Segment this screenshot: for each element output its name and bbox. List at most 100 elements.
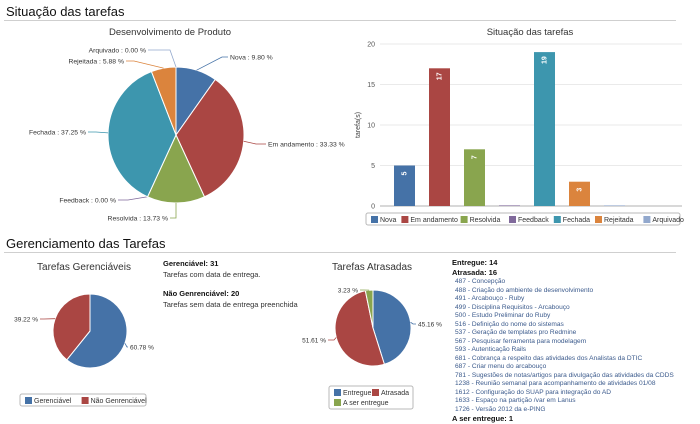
- pie-connector: [244, 141, 266, 144]
- bar-value-label: 19: [541, 56, 548, 64]
- late-task-link[interactable]: 1612 - Configuração do SUAP para integra…: [452, 389, 692, 398]
- y-tick-label: 5: [371, 163, 375, 170]
- legend-swatch: [25, 397, 32, 404]
- pie-connector: [126, 61, 164, 68]
- y-tick-label: 10: [367, 123, 375, 130]
- legend-swatch: [82, 397, 89, 404]
- legend-swatch: [334, 389, 341, 396]
- legend-swatch: [554, 216, 561, 223]
- gerenciavel-count: Gerenciável: 31: [163, 258, 298, 269]
- late-task-link[interactable]: 781 - Sugestões de notas/artigos para di…: [452, 372, 692, 381]
- section-title-gerenciamento: Gerenciamento das Tarefas: [6, 236, 165, 251]
- pie-connector: [88, 132, 108, 133]
- section-divider: [4, 20, 676, 21]
- bar-value-label: 5: [401, 171, 408, 175]
- pie-legend: Entregue Atrasada A ser entregue: [329, 386, 413, 409]
- legend-swatch: [372, 389, 379, 396]
- legend-swatch: [461, 216, 468, 223]
- y-axis-label: tarefa(s): [355, 112, 362, 138]
- late-task-link[interactable]: 516 - Definição do nome do sistemas: [452, 321, 692, 330]
- legend-item-a-ser-entregue[interactable]: A ser entregue: [343, 400, 389, 407]
- legend-item-nova[interactable]: Nova: [380, 217, 396, 224]
- legend-item-atrasada[interactable]: Atrasada: [381, 390, 409, 397]
- nao-gerenciavel-count: Não Genrenciável: 20: [163, 288, 298, 299]
- legend-swatch: [595, 216, 602, 223]
- bar-chart-legend: Nova Em andamento Resolvida Feedback Fechada…: [366, 213, 684, 225]
- legend-item-feedback[interactable]: Feedback: [518, 217, 549, 224]
- late-task-link[interactable]: 593 - Autenticação Rails: [452, 346, 692, 355]
- late-tasks-panel: Entregue: 14 Atrasada: 16 487 - Concepçã…: [452, 258, 692, 424]
- pie-legend: Gerenciável Não Genrenciável: [20, 394, 147, 406]
- bar-rejeitada[interactable]: [569, 182, 590, 206]
- legend-swatch: [643, 216, 650, 223]
- bar-em-andamento[interactable]: [429, 68, 450, 206]
- late-task-link[interactable]: 487 - Concepção: [452, 278, 692, 287]
- entregue-count: Entregue: 14: [452, 258, 692, 268]
- pie-connector: [411, 322, 416, 324]
- late-task-link[interactable]: 681 - Cobrança a respeito das atividades…: [452, 355, 692, 364]
- pie-connector: [118, 197, 148, 200]
- bar-fechada[interactable]: [534, 52, 555, 206]
- chart-title: Tarefas Gerenciáveis: [37, 262, 131, 273]
- late-task-link[interactable]: 567 - Pesquisar ferramenta para modelage…: [452, 338, 692, 347]
- gerenciavel-desc: Tarefas com data de entrega.: [163, 269, 298, 280]
- chart-title: Desenvolvimento de Produto: [109, 27, 231, 38]
- legend-item-entregue[interactable]: Entregue: [343, 390, 372, 397]
- pie-label-resolvida: Resolvida : 13.73 %: [108, 216, 168, 223]
- chart-title: Situação das tarefas: [487, 27, 574, 38]
- late-task-link[interactable]: 1726 - Versão 2012 da e-PING: [452, 406, 692, 415]
- pie-label-rejeitada: Rejeitada : 5.88 %: [68, 59, 124, 66]
- late-task-link[interactable]: 491 - Arcabouço - Ruby: [452, 295, 692, 304]
- bar-arquivado[interactable]: [604, 205, 625, 206]
- pie-connector: [125, 343, 128, 347]
- pie-connector: [197, 57, 228, 70]
- bar-value-label: 7: [471, 155, 478, 159]
- legend-item-nao-genrenciavel[interactable]: Não Genrenciável: [91, 398, 147, 405]
- nao-gerenciavel-desc: Tarefas sem data de entrega preenchida: [163, 299, 298, 310]
- legend-item-rejeitada[interactable]: Rejeitada: [604, 217, 634, 224]
- pie-chart-desenvolvimento: Desenvolvimento de Produto Nova : 9.80 % E…: [0, 22, 350, 237]
- late-task-link[interactable]: 499 - Disciplina Requisitos - Arcabouço: [452, 304, 692, 313]
- pie-chart-atrasadas: Tarefas Atrasadas 45.16 % 51.61 % 3.23 % Ent…: [298, 254, 450, 418]
- pie-connector: [170, 203, 176, 218]
- late-task-link[interactable]: 488 - Criação do ambiente de desenvolvim…: [452, 287, 692, 296]
- y-tick-label: 15: [367, 82, 375, 89]
- a-ser-entregue-count: A ser entregue: 1: [452, 414, 692, 424]
- legend-item-em-andamento[interactable]: Em andamento: [410, 217, 458, 224]
- pie-label-atrasada: 51.61 %: [302, 338, 326, 345]
- late-task-link[interactable]: 687 - Criar menu do arcabouço: [452, 363, 692, 372]
- pie-label-a-ser-entregue: 3.23 %: [338, 288, 358, 295]
- pie-label-gerenciavel: 60.78 %: [130, 345, 154, 352]
- pie-label-fechada: Fechada : 37.25 %: [29, 130, 86, 137]
- late-task-link[interactable]: 537 - Geração de templates pro Redmine: [452, 329, 692, 338]
- pie-label-em-andamento: Em andamento : 33.33 %: [268, 142, 345, 149]
- legend-item-arquivado[interactable]: Arquivado: [652, 217, 684, 224]
- legend-item-gerenciavel[interactable]: Gerenciável: [34, 398, 72, 405]
- gerenciavel-info: Gerenciável: 31 Tarefas com data de entr…: [163, 258, 298, 310]
- y-tick-label: 0: [371, 204, 375, 211]
- legend-item-resolvida[interactable]: Resolvida: [470, 217, 501, 224]
- chart-title: Tarefas Atrasadas: [332, 262, 412, 273]
- pie-label-feedback: Feedback : 0.00 %: [59, 198, 116, 205]
- bar-feedback[interactable]: [499, 205, 520, 206]
- bar-value-label: 17: [436, 72, 443, 80]
- legend-swatch: [401, 216, 408, 223]
- y-tick-label: 20: [367, 42, 375, 49]
- late-task-link[interactable]: 1633 - Espaço na partição /var em Lanus: [452, 397, 692, 406]
- pie-chart-gerenciaveis: Tarefas Gerenciáveis 60.78 % 39.22 % Gerenc…: [0, 254, 160, 418]
- legend-item-fechada[interactable]: Fechada: [563, 217, 590, 224]
- bar-value-label: 3: [576, 188, 583, 192]
- late-task-link[interactable]: 500 - Estudo Preliminar do Ruby: [452, 312, 692, 321]
- late-task-link[interactable]: 1238 - Reunião semanal para acompanhamen…: [452, 380, 692, 389]
- pie-connector: [148, 50, 176, 67]
- legend-swatch: [334, 399, 341, 406]
- pie-label-nao-genrenciavel: 39.22 %: [14, 317, 38, 324]
- legend-swatch: [509, 216, 516, 223]
- pie-connector: [328, 338, 336, 340]
- pie-label-entregue: 45.16 %: [418, 322, 442, 329]
- legend-swatch: [371, 216, 378, 223]
- pie-label-nova: Nova : 9.80 %: [230, 55, 273, 62]
- section-title-situacao: Situação das tarefas: [6, 4, 125, 19]
- pie-label-arquivado: Arquivado : 0.00 %: [89, 48, 146, 55]
